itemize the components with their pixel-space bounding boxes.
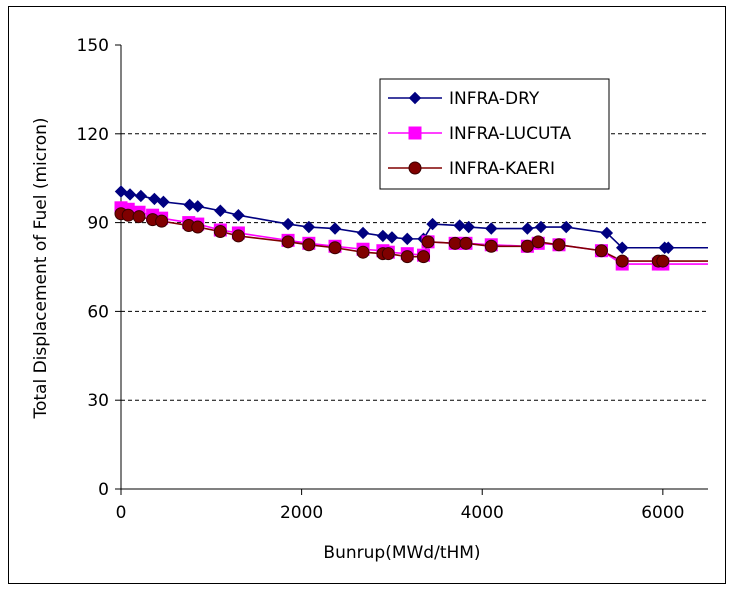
data-point	[594, 244, 608, 258]
data-point	[155, 214, 169, 228]
data-point	[114, 185, 128, 198]
data-point	[531, 235, 545, 249]
x-tick-label: 6000	[641, 503, 684, 523]
legend-marker	[408, 161, 422, 175]
data-point	[302, 238, 316, 252]
data-point	[401, 232, 414, 246]
data-point	[484, 239, 498, 253]
legend-label: INFRA-DRY	[449, 89, 540, 109]
data-point	[485, 222, 498, 235]
x-tick-label: 0	[116, 503, 127, 523]
data-point	[121, 208, 135, 222]
x-axis-title: Bunrup(MWd/tHM)	[323, 543, 480, 563]
series-line	[120, 190, 708, 249]
data-point	[453, 219, 466, 232]
y-tick-label: 0	[98, 480, 109, 500]
data-point	[656, 254, 670, 268]
data-point	[356, 226, 370, 240]
data-point	[148, 192, 161, 206]
data-point	[376, 229, 390, 243]
data-point	[521, 222, 534, 235]
y-axis-title: Total Displacement of Fuel (micron)	[31, 117, 51, 419]
data-point	[281, 235, 295, 249]
data-point	[385, 231, 399, 244]
data-point	[421, 235, 435, 249]
x-tick-label: 2000	[280, 503, 323, 523]
data-point	[426, 217, 439, 231]
data-point	[662, 241, 675, 254]
data-point	[381, 247, 395, 261]
y-tick-label: 30	[87, 391, 109, 411]
data-point	[400, 250, 414, 264]
legend-label: INFRA-LUCUTA	[449, 124, 571, 144]
data-point	[448, 236, 462, 250]
data-point	[214, 204, 227, 217]
series-group	[114, 185, 708, 271]
y-tick-label: 60	[87, 302, 109, 322]
data-point	[417, 250, 431, 264]
y-tick-label: 150	[77, 36, 109, 56]
data-point	[191, 200, 204, 213]
legend-marker	[408, 91, 422, 105]
legend-marker	[408, 126, 422, 140]
data-point	[520, 239, 534, 253]
data-point	[302, 220, 316, 234]
legend-label: INFRA-KAERI	[449, 159, 555, 179]
data-point	[462, 220, 475, 234]
data-point	[231, 229, 245, 243]
data-point	[157, 195, 170, 209]
data-point	[600, 226, 614, 240]
data-point	[183, 198, 196, 212]
y-tick-label: 120	[77, 125, 109, 145]
data-point	[534, 220, 548, 234]
data-point	[552, 238, 566, 252]
data-point	[616, 241, 629, 254]
data-point	[328, 222, 342, 235]
data-point	[281, 217, 295, 231]
data-point	[123, 188, 137, 201]
legend: INFRA-DRY INFRA-LUCUTA INFRA-KAERI	[379, 78, 610, 190]
data-point	[132, 210, 146, 224]
data-point	[615, 254, 629, 268]
data-point	[213, 224, 227, 238]
chart-frame: Total Displacement of Fuel (micron) Bunr…	[8, 6, 726, 584]
data-point	[232, 208, 245, 222]
data-point	[560, 220, 573, 234]
data-point	[134, 189, 148, 203]
data-point	[191, 220, 205, 234]
x-tick-label: 4000	[461, 503, 504, 523]
axes: 0 30 60 90 120 150 0 2000 4000 6000	[77, 36, 708, 523]
y-tick-label: 90	[87, 214, 109, 234]
data-point	[328, 241, 342, 255]
data-point	[356, 245, 370, 259]
line-chart: Total Displacement of Fuel (micron) Bunr…	[31, 36, 708, 563]
data-point	[459, 236, 473, 250]
